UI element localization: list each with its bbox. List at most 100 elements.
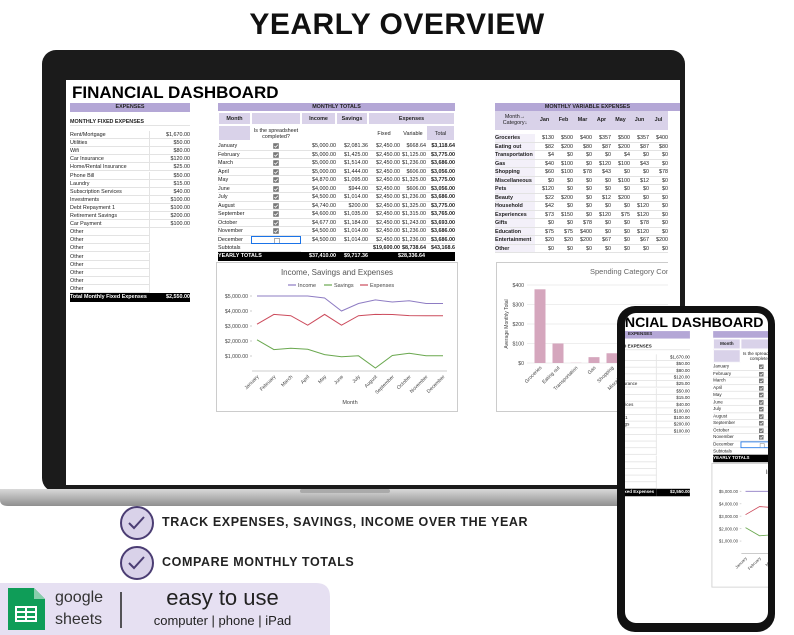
month-cell: June <box>218 185 251 193</box>
money-cell: $2,450.00 <box>368 176 400 185</box>
money-cell: $1,125.00 <box>400 151 426 159</box>
checkbox[interactable] <box>758 428 764 433</box>
checkbox[interactable] <box>758 435 764 440</box>
checkbox[interactable] <box>274 237 280 244</box>
y-tick-label: $5,000.00 <box>225 294 248 300</box>
amount-cell: $87 <box>630 142 649 151</box>
amount-cell: $120 <box>630 210 649 219</box>
yearly-value: $9,717.36 <box>336 252 368 261</box>
money-cell: $5,000.00 <box>301 159 336 168</box>
money-cell: $2,450.00 <box>368 202 400 210</box>
expense-value: $50.00 <box>150 139 190 148</box>
money-cell: $3,686.00 <box>426 193 455 202</box>
checkbox[interactable] <box>273 211 279 217</box>
amount-cell: $120 <box>630 227 649 236</box>
checkbox[interactable] <box>273 194 279 200</box>
y-tick-label: $400 <box>512 283 524 289</box>
checkbox[interactable] <box>758 392 764 398</box>
month-cell: March <box>218 159 251 168</box>
expense-value: $100.00 <box>150 196 190 204</box>
money-cell: $2,450.00 <box>368 219 400 227</box>
yearly-label: YEARLY TOTALS <box>713 454 768 462</box>
expense-label: Other <box>625 448 657 456</box>
amount-cell: $75 <box>535 227 554 236</box>
money-cell: $4,500.00 <box>301 236 336 244</box>
checkbox[interactable] <box>273 160 279 166</box>
money-cell: $1,444.00 <box>336 168 368 176</box>
expense-value: $1,670.00 <box>656 354 690 362</box>
money-cell: $5,000.00 <box>301 151 336 159</box>
checkbox[interactable] <box>273 185 279 192</box>
dashboard-title: FINANCIAL DASHBOARD <box>72 83 279 102</box>
page-title: YEARLY OVERVIEW <box>249 8 545 41</box>
amount-cell: $0 <box>592 151 611 160</box>
checkbox[interactable] <box>273 228 279 234</box>
month-cell: January <box>713 363 741 371</box>
money-cell: $1,325.00 <box>400 202 426 210</box>
checkbox-cell <box>740 371 768 378</box>
amount-cell: $0 <box>649 159 668 168</box>
amount-cell: $78 <box>573 219 592 228</box>
money-cell: $4,870.00 <box>301 176 336 185</box>
expense-value: $100.00 <box>656 428 690 435</box>
checkbox[interactable] <box>758 364 764 370</box>
expense-label: Phone Bill <box>70 171 150 180</box>
checkbox[interactable] <box>273 177 279 183</box>
expense-label: Car Payment <box>70 220 150 229</box>
expense-label: Wifi <box>625 367 657 375</box>
month-cell: July <box>713 406 741 413</box>
series-line <box>256 339 443 369</box>
amount-cell: $0 <box>611 244 630 253</box>
chart-title: Income, Savings and Expenses <box>766 469 768 476</box>
checkbox[interactable] <box>758 399 764 405</box>
checkbox[interactable] <box>759 443 765 448</box>
x-tick-label: March <box>764 555 768 567</box>
amount-cell: $12 <box>592 193 611 202</box>
expense-label: Other <box>70 236 150 245</box>
amount-cell: $0 <box>649 210 668 219</box>
checkbox[interactable] <box>273 168 279 175</box>
y-tick-label: $200 <box>512 322 524 328</box>
laptop-base <box>0 489 700 506</box>
expense-label: Other <box>70 252 150 261</box>
amount-cell: $400 <box>573 134 592 143</box>
amount-cell: $0 <box>592 202 611 211</box>
column-header: Month <box>218 112 251 125</box>
money-cell: $606.00 <box>400 185 426 193</box>
amount-cell: $120 <box>535 185 554 194</box>
checkbox-cell <box>251 210 301 219</box>
checkbox[interactable] <box>273 202 279 209</box>
expense-value: $100.00 <box>656 408 690 415</box>
money-cell: $200.00 <box>336 202 368 210</box>
amount-cell: $0 <box>630 244 649 253</box>
amount-cell: $0 <box>611 236 630 245</box>
checkbox[interactable] <box>273 151 279 158</box>
amount-cell: $0 <box>573 244 592 253</box>
month-cell: June <box>713 399 741 406</box>
checkbox[interactable] <box>758 371 764 377</box>
money-cell: $1,014.00 <box>336 236 368 244</box>
amount-cell: $100 <box>611 159 630 168</box>
amount-cell: $75 <box>611 210 630 219</box>
amount-cell: $0 <box>573 159 592 168</box>
checkbox[interactable] <box>758 385 764 391</box>
expense-label: Other <box>70 268 150 277</box>
checkbox[interactable] <box>273 219 279 226</box>
legend-label: Savings <box>334 283 354 289</box>
checkbox-cell <box>740 385 768 392</box>
checkbox[interactable] <box>758 421 764 426</box>
amount-cell: $0 <box>611 185 630 194</box>
checkbox[interactable] <box>758 406 764 412</box>
money-cell: $3,693.00 <box>426 219 455 227</box>
checkbox[interactable] <box>758 413 764 419</box>
checkbox-cell <box>740 420 768 427</box>
bar <box>606 353 618 363</box>
checkbox[interactable] <box>758 378 764 384</box>
expense-label: Laundry <box>625 394 657 402</box>
money-cell: $3,775.00 <box>426 151 455 159</box>
amount-cell: $0 <box>573 185 592 194</box>
amount-cell: $22 <box>535 193 554 202</box>
checkbox-cell <box>740 427 768 435</box>
checkbox[interactable] <box>273 143 279 149</box>
